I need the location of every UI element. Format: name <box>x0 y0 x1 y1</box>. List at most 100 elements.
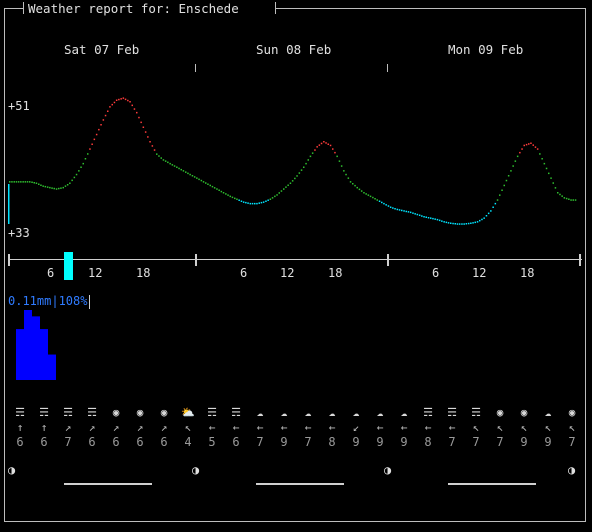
temperature-point <box>512 165 514 167</box>
temperature-point <box>338 160 341 162</box>
temperature-point <box>124 98 127 101</box>
temperature-point <box>552 182 554 184</box>
wind-direction-icon: ← <box>208 421 216 434</box>
temperature-point <box>202 181 205 183</box>
weather-symbol-icon: ☴ <box>15 406 25 419</box>
temperature-point <box>236 198 238 200</box>
weather-symbol-icon: ☴ <box>423 406 433 419</box>
temperature-start-segment <box>8 184 10 224</box>
temperature-point <box>340 165 343 167</box>
temperature-point <box>494 202 497 205</box>
temperature-point <box>285 186 287 188</box>
temperature-point <box>318 144 321 146</box>
precipitation-bar <box>48 354 56 380</box>
temperature-point <box>378 200 381 202</box>
wind-speed: 7 <box>304 435 312 449</box>
hour-label: 18 <box>520 266 535 280</box>
temperature-point <box>35 182 38 184</box>
temperature-point <box>131 104 133 107</box>
temperature-point <box>258 202 260 204</box>
axis-day-tick <box>387 254 389 266</box>
temperature-point <box>343 170 345 172</box>
axis-day-tick <box>8 254 10 266</box>
temperature-point <box>314 149 316 151</box>
temperature-point <box>49 186 51 189</box>
temperature-point <box>198 178 200 181</box>
hour-label: 6 <box>240 266 248 280</box>
temperature-point <box>565 197 568 200</box>
temperature-point <box>405 210 407 213</box>
temperature-point <box>187 172 189 175</box>
temperature-point <box>238 199 240 201</box>
wind-direction-icon: ↖ <box>544 421 552 434</box>
moon-phase-icon: ◑ <box>8 463 16 477</box>
temperature-point <box>383 202 385 205</box>
temperature-point <box>389 206 392 208</box>
temperature-point <box>89 148 91 150</box>
wind-direction-icon: ← <box>256 421 264 434</box>
weather-symbol-icon: ☁ <box>280 406 288 419</box>
temperature-point <box>381 201 383 204</box>
temperature-point <box>436 218 439 221</box>
weather-symbol-icon: ◉ <box>520 406 528 419</box>
temperature-point <box>162 159 165 161</box>
temperature-point <box>289 182 292 184</box>
temperature-point <box>454 223 456 225</box>
weather-symbol-icon: ◉ <box>496 406 504 419</box>
temperature-point <box>249 202 252 205</box>
temperature-point <box>472 222 474 224</box>
temperature-point <box>418 214 421 216</box>
temperature-point <box>78 170 80 172</box>
temperature-point <box>164 160 167 162</box>
temperature-point <box>510 170 512 172</box>
temperature-point <box>64 185 67 187</box>
daylight-bar <box>448 483 536 485</box>
temperature-point <box>543 162 546 165</box>
temperature-point <box>479 219 481 222</box>
temperature-point <box>376 199 378 201</box>
temperature-point <box>534 146 537 148</box>
temperature-point <box>291 180 294 182</box>
temperature-point <box>115 99 118 101</box>
temperature-point <box>274 195 276 198</box>
temperature-point <box>24 181 27 183</box>
temperature-point <box>26 181 29 183</box>
wind-direction-icon: ↖ <box>496 421 504 434</box>
temperature-point <box>218 189 220 191</box>
temperature-point <box>196 177 198 179</box>
temperature-point <box>358 188 361 191</box>
temperature-point <box>38 183 40 185</box>
hour-label: 6 <box>47 266 55 280</box>
temperature-point <box>347 177 350 179</box>
precipitation-bar <box>24 310 32 380</box>
temperature-point <box>51 187 53 189</box>
time-axis <box>8 259 582 260</box>
wind-speed: 6 <box>40 435 48 449</box>
temperature-point <box>271 197 274 199</box>
current-time-marker <box>64 252 73 280</box>
temperature-point <box>481 218 483 221</box>
temperature-point <box>242 201 245 203</box>
temperature-point <box>276 194 278 196</box>
temperature-point <box>262 201 265 203</box>
temperature-point <box>109 106 111 108</box>
moon-phase-icon: ◑ <box>384 463 392 477</box>
precipitation-value: 0.11mm|108% <box>8 294 88 308</box>
temperature-point <box>507 175 510 177</box>
weather-symbol-icon: ☴ <box>87 406 97 419</box>
frame-top-left <box>4 8 24 9</box>
weather-symbol-icon: ◉ <box>160 406 168 419</box>
temperature-point <box>167 161 169 164</box>
temperature-point <box>278 192 280 194</box>
temperature-point <box>256 202 258 205</box>
temperature-point <box>412 212 414 214</box>
temperature-point <box>160 157 162 159</box>
temperature-point <box>574 199 577 201</box>
temperature-point <box>298 172 301 174</box>
temperature-point <box>220 190 223 193</box>
temperature-point <box>443 221 445 223</box>
temperature-point <box>269 198 272 200</box>
day-separator <box>195 64 196 72</box>
temperature-point <box>193 176 196 178</box>
wind-speed: 9 <box>544 435 552 449</box>
